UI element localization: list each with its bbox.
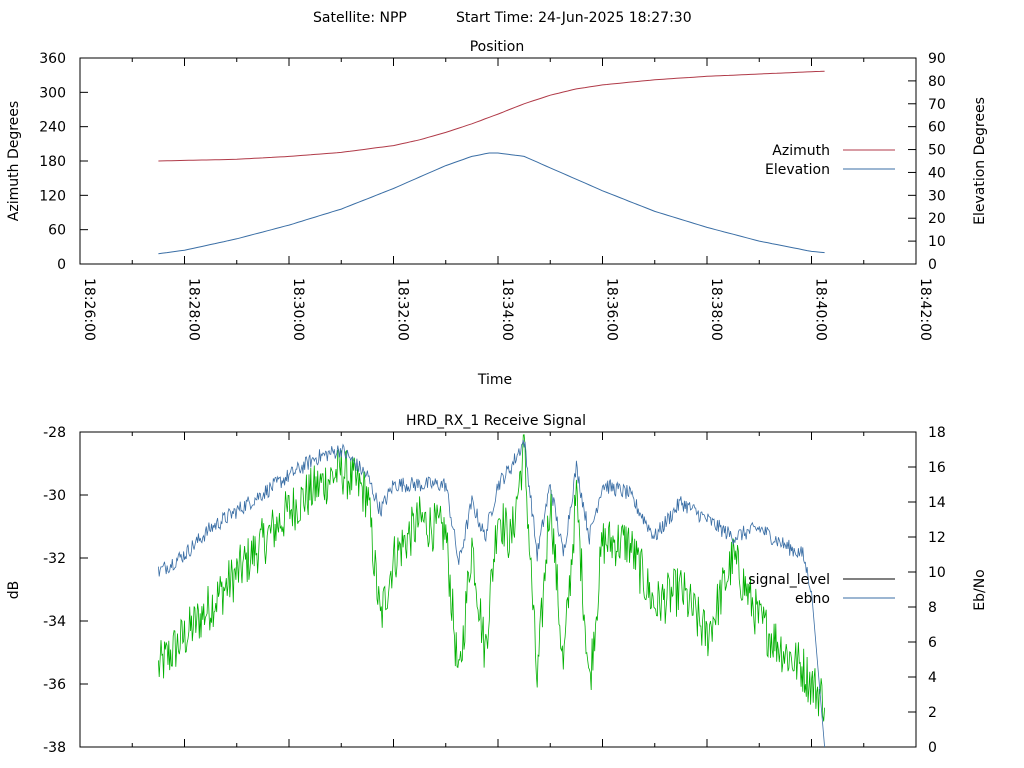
x-tick-label: 18:32:00 [395,278,411,341]
position-chart-title: Position [470,39,525,55]
ebno-axis-label: Eb/No [972,569,988,611]
receive-signal-axis-ticks: -28 -30 -32 -34 -36 -38 0 2 4 6 8 10 12 14 16 18 [43,425,946,756]
elevation-axis-label: Elevation Degrees [972,97,988,225]
db-axis-tick-label: -32 [43,551,66,567]
x-tick-label: 18:30:00 [290,278,306,341]
ebno-axis-tick-label: 8 [928,600,937,616]
ebno-axis-tick-label: 10 [928,565,946,581]
receive-signal-series [158,434,825,748]
x-tick-label: 18:38:00 [708,278,724,341]
db-axis-label: dB [6,581,22,600]
x-tick-label: 18:28:00 [186,278,202,341]
position-axis-ticks: 0 60 120 180 240 300 360 0 10 20 30 40 50 60 70 80 90 18:… [39,51,946,341]
satellite-label: Satellite: NPP [313,10,407,26]
db-axis-tick-label: -34 [43,614,66,630]
azimuth-line [158,70,825,162]
start-time-label: Start Time: 24-Jun-2025 18:27:30 [456,10,692,26]
elevation-axis-tick-label: 80 [928,74,946,90]
ebno-axis-tick-label: 12 [928,530,946,546]
position-x-axis-label: Time [477,372,512,388]
azimuth-axis-label: Azimuth Degrees [6,101,22,221]
elevation-axis-tick-label: 40 [928,165,946,181]
elevation-axis-tick-label: 70 [928,97,946,113]
elevation-axis-tick-label: 0 [928,257,937,273]
x-tick-label: 18:26:00 [81,278,97,341]
legend-label-signal-level: signal_level [748,572,830,588]
elevation-axis-tick-label: 90 [928,51,946,67]
legend-label-elevation: Elevation [765,162,830,178]
elevation-axis-tick-label: 30 [928,188,946,204]
position-legend: Azimuth Elevation [765,143,895,178]
x-tick-label: 18:34:00 [499,278,515,341]
receive-signal-plot-frame [79,431,917,748]
elevation-line [158,152,825,255]
elevation-axis-tick-label: 10 [928,234,946,250]
elevation-axis-tick-label: 50 [928,143,946,159]
ebno-axis-tick-label: 4 [928,670,937,686]
azimuth-axis-tick-label: 120 [39,188,66,204]
db-axis-tick-label: -28 [43,425,66,441]
x-tick-label: 18:36:00 [604,278,620,341]
legend-label-azimuth: Azimuth [772,143,830,159]
db-axis-tick-label: -36 [43,677,66,693]
ebno-line [158,440,825,748]
signal-trace-line [158,434,825,722]
ebno-axis-tick-label: 18 [928,425,946,441]
azimuth-axis-tick-label: 360 [39,51,66,67]
ebno-axis-tick-label: 0 [928,740,937,756]
ebno-axis-tick-label: 2 [928,705,937,721]
legend-label-ebno: ebno [795,591,830,607]
x-tick-label: 18:42:00 [917,278,933,341]
azimuth-axis-tick-label: 240 [39,120,66,136]
receive-signal-chart-title: HRD_RX_1 Receive Signal [406,413,586,429]
ebno-axis-tick-label: 14 [928,495,946,511]
position-plot-frame [79,57,917,265]
azimuth-axis-tick-label: 180 [39,154,66,170]
ebno-axis-tick-label: 16 [928,460,946,476]
db-axis-tick-label: -38 [43,740,66,756]
elevation-axis-tick-label: 60 [928,120,946,136]
x-tick-label: 18:40:00 [813,278,829,341]
elevation-axis-tick-label: 20 [928,211,946,227]
azimuth-axis-tick-label: 60 [48,223,66,239]
azimuth-axis-tick-label: 300 [39,85,66,101]
db-axis-tick-label: -30 [43,488,66,504]
ebno-axis-tick-label: 6 [928,635,937,651]
position-series [158,70,825,255]
azimuth-axis-tick-label: 0 [57,257,66,273]
